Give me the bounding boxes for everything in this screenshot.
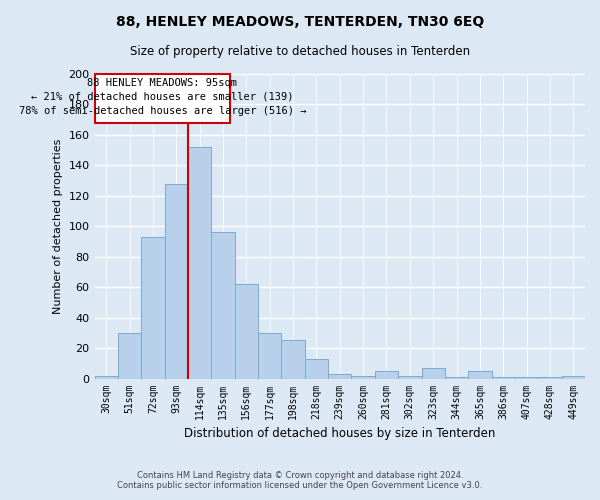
Bar <box>562 376 585 378</box>
Bar <box>188 147 211 378</box>
Bar <box>281 340 305 378</box>
Text: 78% of semi-detached houses are larger (516) →: 78% of semi-detached houses are larger (… <box>19 106 306 116</box>
Bar <box>538 377 562 378</box>
Bar <box>235 284 258 378</box>
Bar <box>328 374 352 378</box>
Bar <box>491 377 515 378</box>
FancyBboxPatch shape <box>95 74 230 122</box>
Bar <box>258 333 281 378</box>
Text: 88 HENLEY MEADOWS: 95sqm: 88 HENLEY MEADOWS: 95sqm <box>87 78 237 88</box>
X-axis label: Distribution of detached houses by size in Tenterden: Distribution of detached houses by size … <box>184 427 496 440</box>
Text: Contains HM Land Registry data © Crown copyright and database right 2024.
Contai: Contains HM Land Registry data © Crown c… <box>118 470 482 490</box>
Text: Size of property relative to detached houses in Tenterden: Size of property relative to detached ho… <box>130 45 470 58</box>
Bar <box>95 376 118 378</box>
Bar <box>211 232 235 378</box>
Bar <box>164 184 188 378</box>
Bar <box>375 371 398 378</box>
Bar <box>305 359 328 378</box>
Bar <box>468 371 491 378</box>
Bar <box>398 376 422 378</box>
Text: ← 21% of detached houses are smaller (139): ← 21% of detached houses are smaller (13… <box>31 92 293 102</box>
Bar <box>141 237 164 378</box>
Bar <box>118 333 141 378</box>
Bar <box>515 377 538 378</box>
Y-axis label: Number of detached properties: Number of detached properties <box>53 138 63 314</box>
Bar <box>445 377 468 378</box>
Bar <box>422 368 445 378</box>
Text: 88, HENLEY MEADOWS, TENTERDEN, TN30 6EQ: 88, HENLEY MEADOWS, TENTERDEN, TN30 6EQ <box>116 15 484 29</box>
Bar <box>352 376 375 378</box>
